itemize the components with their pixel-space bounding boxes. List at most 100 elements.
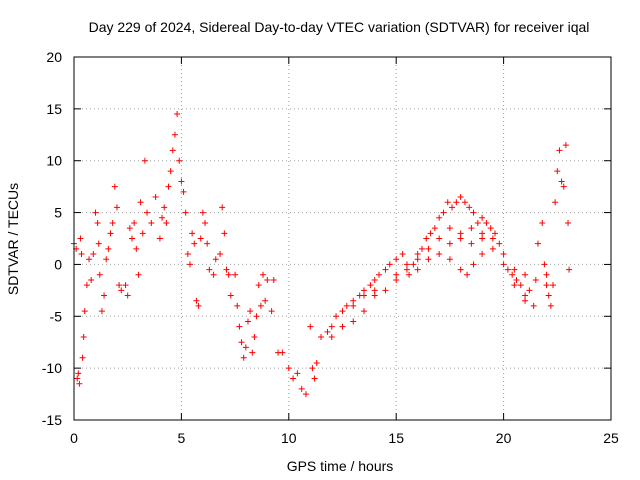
data-point (79, 354, 86, 361)
data-point (324, 328, 331, 335)
data-point (189, 230, 196, 237)
data-point (360, 287, 367, 294)
x-tick-label: 10 (281, 430, 297, 446)
data-point (423, 235, 430, 242)
y-axis-label: SDTVAR / TECUs (5, 183, 21, 295)
data-point (483, 219, 490, 226)
data-point (534, 240, 541, 247)
y-tick-label: -5 (50, 308, 63, 324)
data-point (360, 308, 367, 315)
data-point (206, 266, 213, 273)
data-point (500, 261, 507, 268)
data-point (122, 282, 129, 289)
data-point (247, 308, 254, 315)
data-point (193, 297, 200, 304)
data-point (212, 256, 219, 263)
data-point (169, 147, 176, 154)
data-point (479, 251, 486, 258)
data-point (318, 334, 325, 341)
data-point (517, 282, 524, 289)
data-point (221, 230, 228, 237)
data-point (371, 276, 378, 283)
data-point (466, 204, 473, 211)
data-point (418, 245, 425, 252)
data-point (487, 225, 494, 232)
data-point (436, 251, 443, 258)
data-point (240, 354, 247, 361)
data-point (371, 287, 378, 294)
data-point (238, 339, 245, 346)
data-point (294, 370, 301, 377)
data-point (128, 235, 135, 242)
data-point (171, 131, 178, 138)
data-point (539, 219, 546, 226)
data-point (88, 276, 95, 283)
y-tick-label: 20 (46, 49, 62, 65)
data-point (554, 168, 561, 175)
data-point (431, 225, 438, 232)
data-point (522, 271, 529, 278)
data-point (532, 276, 539, 283)
data-point (186, 261, 193, 268)
data-point (81, 308, 88, 315)
data-point (244, 318, 251, 325)
data-point (457, 230, 464, 237)
data-point (176, 157, 183, 164)
data-point (204, 240, 211, 247)
data-point (350, 297, 357, 304)
x-tick-label: 5 (178, 430, 186, 446)
data-point (268, 308, 275, 315)
data-point (489, 235, 496, 242)
data-point (139, 230, 146, 237)
data-point (184, 251, 191, 258)
data-point (403, 266, 410, 273)
data-point (382, 266, 389, 273)
data-point (307, 323, 314, 330)
data-point (560, 183, 567, 190)
data-point (80, 334, 87, 341)
data-point (565, 219, 572, 226)
data-point (159, 214, 166, 221)
data-point (464, 271, 471, 278)
data-point (406, 271, 413, 278)
data-point (496, 240, 503, 247)
y-tick-label: -10 (42, 360, 62, 376)
data-point (440, 209, 447, 216)
data-point (253, 313, 260, 320)
data-point (161, 204, 168, 211)
data-point (309, 365, 316, 372)
data-point (457, 266, 464, 273)
data-point (328, 334, 335, 341)
x-tick-label: 20 (496, 430, 512, 446)
data-point (393, 276, 400, 283)
data-point (425, 245, 432, 252)
data-point (566, 266, 573, 273)
data-point (124, 292, 131, 299)
data-point (446, 256, 453, 263)
data-point (133, 245, 140, 252)
data-point (174, 111, 181, 118)
data-point (511, 266, 518, 273)
data-point (414, 251, 421, 258)
data-point (393, 271, 400, 278)
y-axis: -15 -10 -5 0 5 10 15 20 (42, 49, 611, 428)
data-point (86, 256, 93, 263)
data-point (227, 292, 234, 299)
data-point (513, 276, 520, 283)
data-point (474, 219, 481, 226)
data-point (457, 235, 464, 242)
data-point (328, 323, 335, 330)
data-point (148, 219, 155, 226)
data-point (470, 209, 477, 216)
data-point (511, 282, 518, 289)
data-point (223, 266, 230, 273)
x-tick-label: 25 (603, 430, 619, 446)
data-point (202, 219, 209, 226)
data-point (76, 380, 83, 387)
y-tick-label: 15 (46, 101, 62, 117)
data-point (436, 235, 443, 242)
data-point (526, 287, 533, 294)
y-tick-label: 10 (46, 153, 62, 169)
